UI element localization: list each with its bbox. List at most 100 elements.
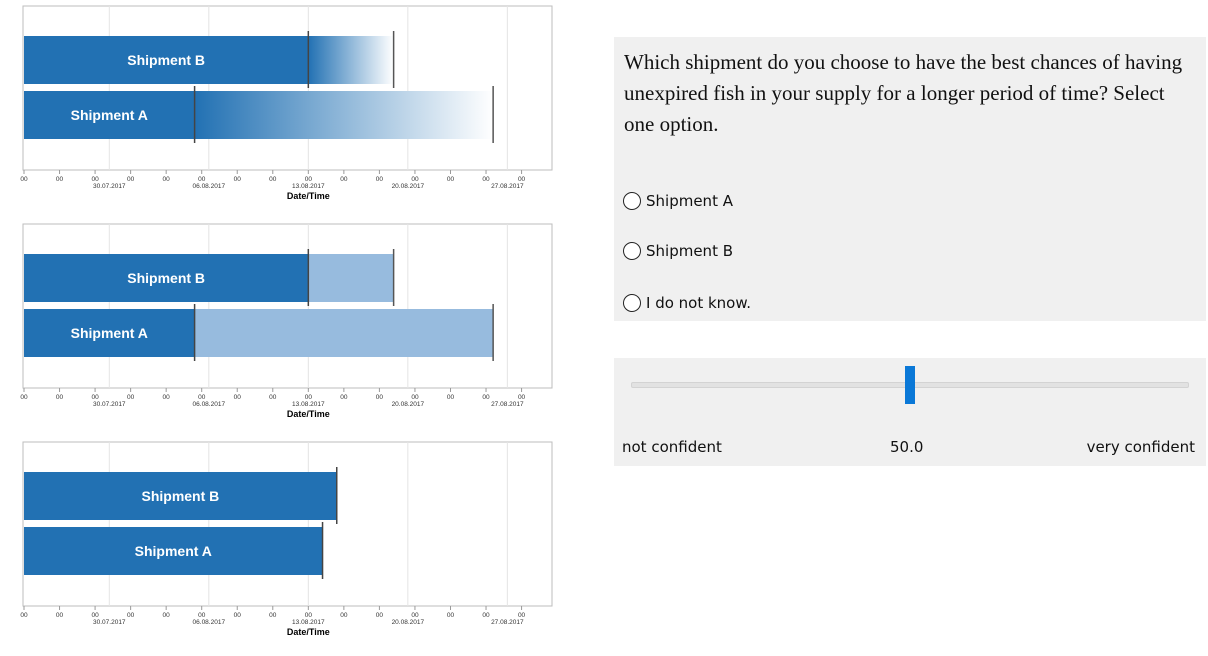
plot-frame [22,5,553,171]
radio-button-icon[interactable] [623,192,641,210]
x-tick-date-label: 13.08.2017 [292,401,325,408]
bar-shipment-a: Shipment A [24,86,494,143]
slider-max-label: very confident [1086,438,1195,456]
bar-solid-segment [24,527,323,575]
option-label: Shipment B [646,242,734,260]
x-tick-date-label: 27.08.2017 [491,183,524,190]
bar-solid-segment [24,309,195,357]
option-label: I do not know. [646,294,752,312]
bar-shipment-b: Shipment B [24,249,395,306]
x-tick-minor-label: 00 [305,176,313,183]
bar-label: Shipment A [71,107,148,123]
x-tick-date-label: 27.08.2017 [491,619,524,626]
x-tick-minor-label: 00 [482,612,490,619]
radio-button-icon[interactable] [623,294,641,312]
x-tick-minor-label: 00 [91,612,99,619]
x-tick-date-label: 20.08.2017 [392,183,425,190]
bar-shipment-a: Shipment A [24,304,494,361]
x-tick-minor-label: 00 [482,176,490,183]
x-tick-minor-label: 00 [234,612,242,619]
x-tick-minor-label: 00 [305,394,313,401]
shipment-chart-solid: Shipment B Shipment A 00 00 00 00 00 00 00 00 00 00… [20,441,553,637]
radio-button-icon[interactable] [623,242,641,260]
slider-value-label: 50.0 [890,438,924,456]
x-tick-date-label: 13.08.2017 [292,619,325,626]
x-tick-minor-label: 00 [376,394,384,401]
x-tick-minor-label: 00 [376,612,384,619]
x-tick-minor-label: 00 [305,612,313,619]
x-tick-date-label: 20.08.2017 [392,401,425,408]
x-tick-minor-label: 00 [518,612,526,619]
x-tick-date-label: 30.07.2017 [93,183,126,190]
x-tick-minor-label: 00 [234,394,242,401]
x-tick-minor-label: 00 [340,612,348,619]
x-tick-minor-label: 00 [163,394,171,401]
x-tick-minor-label: 00 [91,394,99,401]
x-axis-title: Date/Time [287,627,330,637]
x-tick-minor-label: 00 [234,176,242,183]
bar-uncertainty-segment [308,254,394,302]
x-tick-minor-label: 00 [198,612,206,619]
x-tick-minor-label: 00 [269,176,277,183]
bar-uncertainty-segment [308,36,394,84]
x-tick-minor-label: 00 [56,176,64,183]
x-tick-minor-label: 00 [127,612,135,619]
x-tick-minor-label: 00 [198,176,206,183]
x-tick-date-label: 06.08.2017 [193,401,226,408]
bar-solid-segment [24,36,309,84]
x-tick-minor-label: 00 [518,394,526,401]
question-panel: Which shipment do you choose to have the… [614,37,1206,321]
option-label: Shipment A [646,192,733,210]
confidence-slider-handle[interactable] [905,366,915,404]
x-tick-minor-label: 00 [411,176,419,183]
x-tick-minor-label: 00 [447,612,455,619]
option-shipment-a[interactable]: Shipment A [623,189,733,213]
x-tick-minor-label: 00 [91,176,99,183]
slider-min-label: not confident [622,438,722,456]
x-tick-minor-label: 00 [340,394,348,401]
shipment-chart-two-tone: Shipment B Shipment A 00 00 00 00 00 00 00 00 00 00… [20,223,553,419]
x-tick-minor-label: 00 [56,394,64,401]
bar-uncertainty-segment [194,309,494,357]
x-tick-minor-label: 00 [447,394,455,401]
x-tick-date-label: 20.08.2017 [392,619,425,626]
x-tick-date-label: 30.07.2017 [93,619,126,626]
x-tick-minor-label: 00 [127,394,135,401]
bar-label: Shipment A [135,543,212,559]
bar-label: Shipment A [71,325,148,341]
bar-shipment-a: Shipment A [24,522,324,579]
x-tick-minor-label: 00 [376,176,384,183]
x-tick-minor-label: 00 [447,176,455,183]
plot-frame [22,441,553,607]
x-tick-minor-label: 00 [20,176,28,183]
x-tick-minor-label: 00 [411,394,419,401]
x-tick-minor-label: 00 [340,176,348,183]
bar-shipment-b: Shipment B [24,467,338,524]
confidence-panel: not confident 50.0 very confident [614,358,1206,466]
x-tick-minor-label: 00 [56,612,64,619]
option-do-not-know[interactable]: I do not know. [623,291,751,315]
bar-uncertainty-segment [194,91,494,139]
bar-solid-segment [24,254,309,302]
x-tick-minor-label: 00 [269,394,277,401]
x-axis-title: Date/Time [287,191,330,201]
x-tick-minor-label: 00 [20,612,28,619]
x-tick-minor-label: 00 [20,394,28,401]
shipment-chart-gradient: Shipment B Shipment A 00 00 00 00 00 00 00 00 00 00… [20,5,553,201]
x-tick-minor-label: 00 [482,394,490,401]
x-tick-minor-label: 00 [411,612,419,619]
x-tick-date-label: 27.08.2017 [491,401,524,408]
bar-shipment-b: Shipment B [24,31,395,88]
x-axis-title: Date/Time [287,409,330,419]
option-shipment-b[interactable]: Shipment B [623,239,733,263]
bar-solid-segment [24,472,337,520]
x-tick-date-label: 30.07.2017 [93,401,126,408]
x-tick-date-label: 13.08.2017 [292,183,325,190]
x-tick-minor-label: 00 [518,176,526,183]
x-tick-minor-label: 00 [198,394,206,401]
x-tick-date-label: 06.08.2017 [193,619,226,626]
x-tick-minor-label: 00 [163,176,171,183]
bar-solid-segment [24,91,195,139]
bar-label: Shipment B [127,270,205,286]
x-tick-minor-label: 00 [163,612,171,619]
